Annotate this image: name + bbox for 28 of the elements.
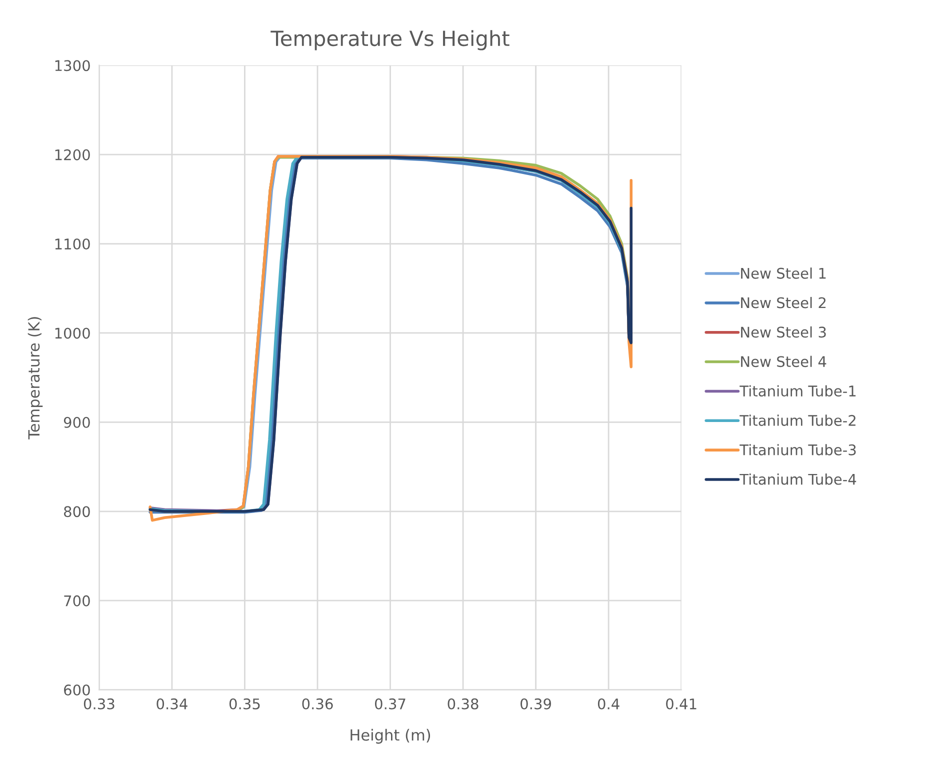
legend-label: Titanium Tube-4: [740, 474, 856, 485]
chart-title: Temperature Vs Height: [270, 30, 510, 50]
legend-label: New Steel 4: [741, 356, 826, 368]
legend-label: New Steel 1: [741, 268, 826, 279]
x-tick-label: 0.41: [666, 698, 696, 710]
x-tick-label: 0.36: [302, 698, 333, 710]
legend-label: Titanium Tube-1: [740, 385, 856, 397]
x-tick-label: 0.4: [598, 698, 620, 710]
y-tick-label: 900: [64, 416, 90, 428]
x-tick-label: 0.39: [520, 698, 552, 710]
x-tick-label: 0.35: [229, 698, 260, 710]
y-tick-label: 600: [64, 684, 90, 696]
x-tick-label: 0.38: [448, 698, 478, 710]
y-tick-label: 1300: [55, 60, 90, 72]
y-tick-label: 1100: [55, 238, 90, 250]
y-tick-label: 700: [64, 595, 90, 606]
y-tick-label: 800: [64, 506, 90, 518]
legend-label: Titanium Tube-3: [740, 444, 856, 456]
legend-label: Titanium Tube-2: [740, 414, 856, 426]
y-tick-label: 1200: [55, 149, 90, 160]
y-tick-label: 1000: [55, 328, 90, 339]
legend-label: New Steel 2: [741, 296, 826, 308]
x-tick-label: 0.34: [156, 698, 188, 710]
x-tick-label: 0.37: [374, 698, 406, 710]
x-tick-label: 0.33: [84, 698, 114, 710]
y-axis-title: Temperature (K): [28, 317, 43, 440]
legend-label: New Steel 3: [741, 326, 826, 338]
x-axis-title: Height (m): [350, 728, 430, 744]
